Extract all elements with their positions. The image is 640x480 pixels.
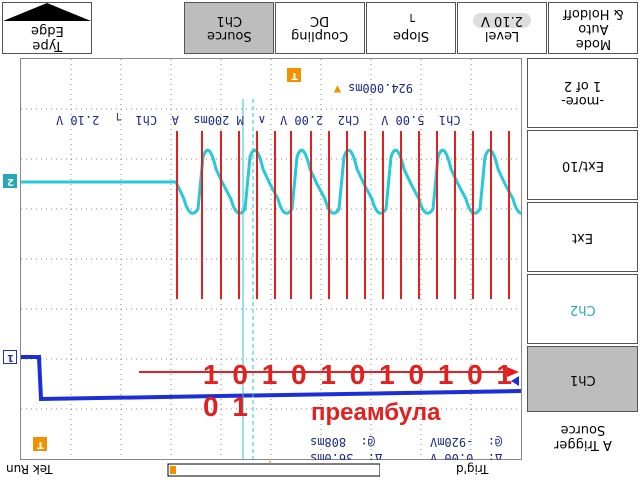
coupling-value: DC [310, 13, 330, 28]
trigger-time-readout: ▲ 924.000ms [333, 81, 414, 95]
level-button[interactable]: Level 2.10 V [457, 2, 547, 54]
more-sub-label: -more- [560, 93, 605, 108]
ext-label: Ext [571, 229, 593, 245]
ext-button[interactable]: Ext [527, 202, 638, 272]
ch1-ground-marker: 1 [3, 350, 17, 364]
ch2-source-label: Ch2 [569, 301, 596, 317]
ext10-button[interactable]: Ext/10 [527, 130, 638, 200]
slope-button[interactable]: Slope ┐ [366, 2, 456, 54]
edge-type-button[interactable]: Type Edge [2, 2, 92, 54]
trigger-source-title: A Trigger Source [527, 414, 638, 460]
mode-sub2-label: Mode [575, 35, 611, 51]
waveform-svg [21, 59, 521, 459]
ch2-oscillation-trace [174, 148, 521, 215]
ext10-label: Ext/10 [561, 157, 604, 173]
trigger-marker-bottom: T [33, 437, 47, 451]
record-view-bar [167, 461, 380, 477]
top-menu-bar: Type Edge Source Ch1 Coupling DC Slope ┐… [0, 0, 640, 56]
ch2-source-button[interactable]: Ch2 [527, 274, 638, 344]
level-sub-label: Level [484, 28, 520, 43]
down-triangle-icon [3, 3, 91, 21]
more-label: 1 of 2 [563, 78, 602, 93]
trigger-sub-label: A Trigger [553, 437, 612, 452]
bit-marker-lines [176, 131, 510, 299]
coupling-sub-label: Coupling [291, 28, 349, 43]
bottom-status-bar: Tek Run Trig'd [0, 460, 640, 480]
level-value: 2.10 V [473, 13, 531, 28]
slope-icon: ┐ [407, 13, 415, 28]
mode-sub-label: Auto [577, 20, 609, 36]
type-sub-label: Type [32, 38, 62, 53]
source-sub-label: Source [206, 28, 252, 43]
mode-button[interactable]: Mode Auto & Holdoff [548, 2, 638, 54]
ch1-trace [21, 355, 521, 402]
run-status: Tek Run [6, 462, 53, 476]
more-button[interactable]: -more- 1 of 2 [527, 58, 638, 128]
annotation-arrow-icon [507, 367, 519, 377]
source-value: Ch1 [216, 13, 242, 28]
waveform-display: T ▲ 924.000ms Ch1 5.00 V Ch2 2.00 V ∧ M … [20, 58, 522, 465]
trigger-label: Source [560, 422, 605, 437]
preamble-annotation: преамбула [311, 399, 441, 426]
ch1-source-button[interactable]: Ch1 [527, 346, 638, 412]
bit-sequence-annotation: 1 0 1 0 1 0 1 0 1 0 1 0 1 [203, 359, 516, 422]
source-button[interactable]: Source Ch1 [184, 2, 274, 54]
trigger-time-marker: T [287, 68, 301, 82]
coupling-button[interactable]: Coupling DC [275, 2, 365, 54]
edge-label: Edge [30, 23, 64, 38]
ch2-ground-marker: 2 [3, 174, 17, 188]
ch1-source-label: Ch1 [569, 371, 596, 387]
trigger-status: Trig'd [456, 462, 489, 476]
slope-sub-label: Slope [392, 28, 430, 43]
trigger-level-icon [511, 376, 519, 386]
status-line-readout: Ch1 5.00 V Ch2 2.00 V ∧ M 200ms A Ch1 ┐ … [55, 113, 461, 127]
mode-value: & Holdoff [562, 5, 624, 21]
